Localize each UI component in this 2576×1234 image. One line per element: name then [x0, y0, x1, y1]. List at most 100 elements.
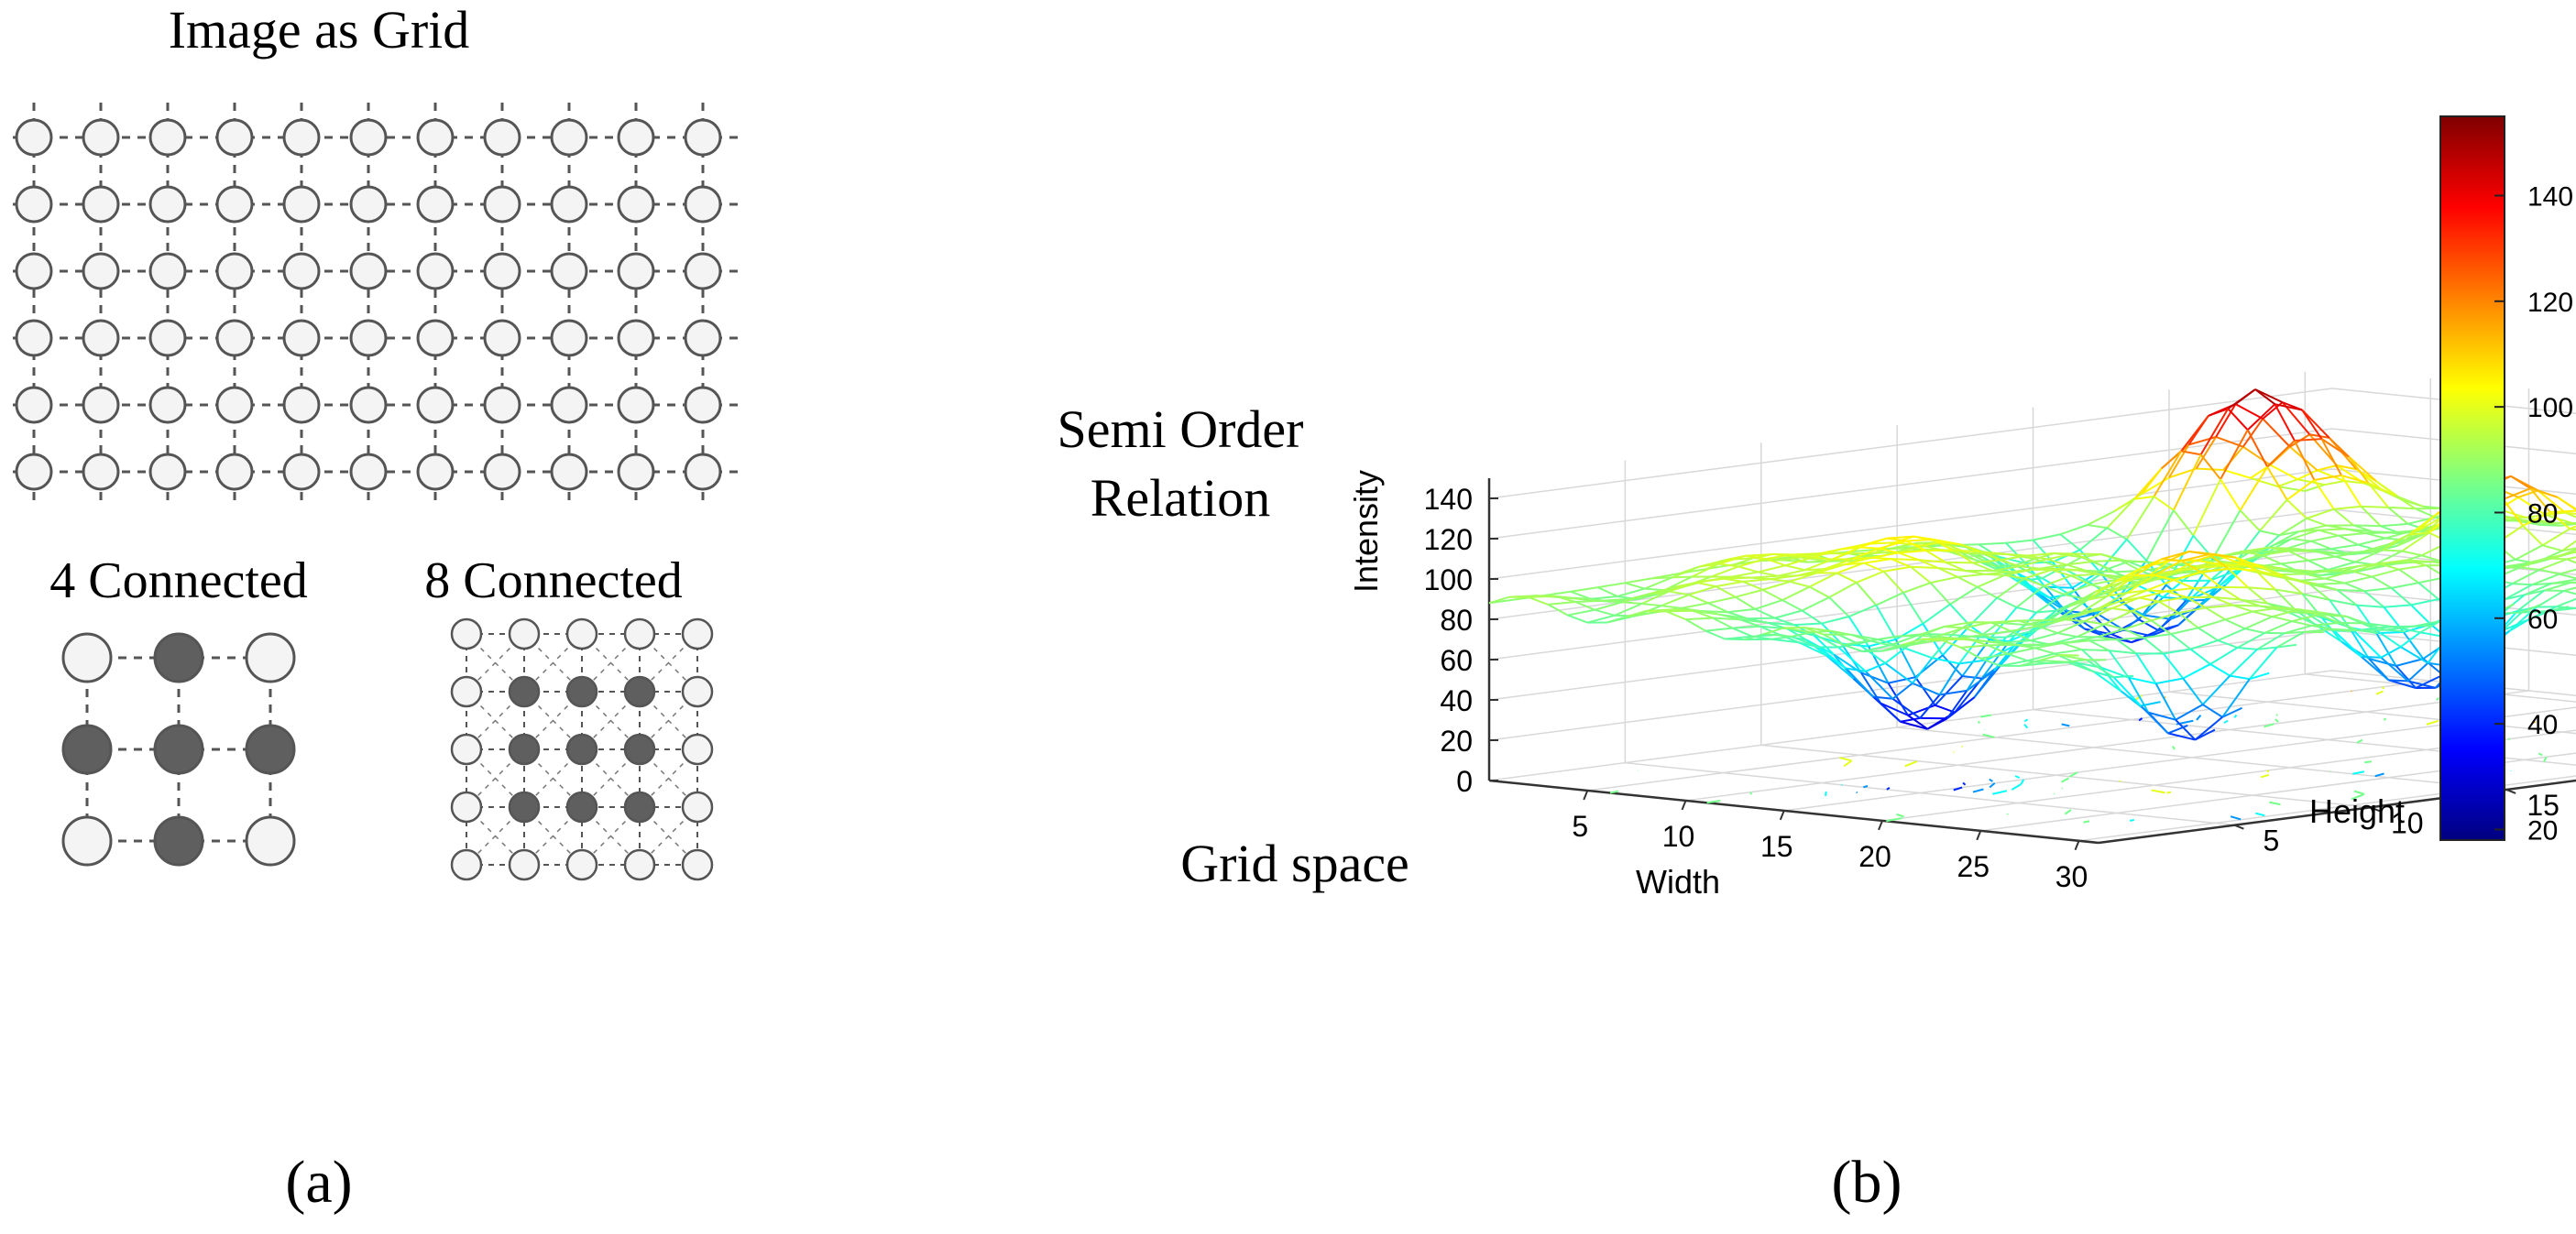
mesh-edge: [2180, 415, 2209, 453]
mesh-edge: [2177, 612, 2199, 629]
eight-connected-grid: [450, 617, 714, 881]
mesh-edge: [2023, 577, 2044, 587]
mesh-edge: [1759, 625, 1781, 636]
mesh-edge: [2363, 590, 2385, 608]
mesh-edge: [2235, 403, 2264, 420]
pixel-node: [550, 252, 588, 290]
mesh-edge: [2528, 610, 2549, 620]
mesh-edge: [1746, 554, 1766, 560]
mesh-edge: [2042, 577, 2070, 595]
contour-segment: [1886, 817, 1902, 823]
mesh-edge: [2320, 438, 2350, 458]
mesh-edge: [2517, 489, 2538, 498]
mesh-edge: [2077, 612, 2098, 619]
mesh-edge: [2056, 620, 2086, 634]
mesh-edge: [2130, 578, 2158, 589]
mesh-edge: [1767, 621, 1795, 627]
mesh-edge: [2154, 573, 2175, 582]
contour-segment: [1896, 813, 1904, 818]
mesh-edge: [2419, 620, 2441, 634]
pixel-node: [349, 386, 388, 424]
mesh-edge: [2022, 579, 2051, 599]
neighbor-node-filled: [565, 733, 598, 766]
panel-b-caption: (b): [1832, 1149, 1902, 1216]
semi-order-label-line2: Relation: [1091, 468, 1271, 528]
mesh-edge: [2205, 606, 2226, 621]
mesh-edge: [1823, 633, 1844, 646]
mesh-edge: [1743, 578, 1770, 583]
mesh-edge: [2344, 480, 2364, 485]
mesh-edge: [2407, 680, 2436, 689]
mesh-edge: [2529, 487, 2559, 498]
mesh-edge: [2079, 595, 2109, 615]
mesh-edge: [1685, 618, 1706, 632]
contour-segment: [1863, 785, 1869, 789]
mesh-edge: [1602, 599, 1623, 604]
mesh-edge: [1958, 659, 1987, 665]
mesh-edge: [2119, 589, 2147, 603]
mesh-edge: [1902, 638, 1923, 646]
mesh-edge: [1614, 603, 1643, 617]
mesh-edge: [2384, 530, 2413, 540]
mesh-edge: [2167, 732, 2196, 741]
pixel-node: [349, 185, 388, 224]
pixel-node: [148, 118, 187, 157]
mesh-edge: [1907, 704, 1935, 716]
neighbor-node-filled: [61, 724, 113, 775]
neighbor-node: [681, 617, 714, 650]
mesh-edge: [2106, 527, 2128, 541]
mesh-edge: [2340, 475, 2362, 508]
mesh-edge: [2365, 532, 2386, 540]
mesh-edge: [2209, 553, 2236, 559]
mesh-edge: [2247, 403, 2276, 431]
mesh-edge: [1858, 546, 1880, 550]
mesh-edge: [1905, 540, 1927, 551]
mesh-edge: [2565, 511, 2576, 515]
mesh-edge: [1649, 590, 1670, 595]
mesh-edge: [1860, 672, 1889, 684]
mesh-edge: [2000, 559, 2021, 568]
y-axis-line: [2098, 779, 2576, 845]
pixel-node: [416, 319, 455, 357]
mesh-edge: [1918, 559, 1946, 563]
pixel-node: [148, 252, 187, 290]
pixel-node: [215, 453, 254, 491]
mesh-edge: [2093, 671, 2122, 693]
mesh-edge: [1681, 602, 1709, 609]
mesh-edge: [1652, 576, 1672, 580]
mesh-edge: [2209, 663, 2231, 677]
mesh-edge: [2254, 388, 2284, 404]
mesh-edge: [1809, 585, 1830, 598]
mesh-edge: [1785, 564, 1805, 572]
mesh-edge: [1998, 555, 2026, 564]
mesh-edge: [2296, 469, 2318, 481]
mesh-edge: [1963, 621, 1991, 629]
mesh-edge: [1846, 667, 1866, 672]
z-axis-label: Intensity: [1347, 470, 1385, 593]
mesh-edge: [1918, 559, 1939, 569]
mesh-edge: [2039, 659, 2067, 663]
mesh-edge: [2022, 577, 2043, 582]
mesh-edge: [1968, 596, 1998, 627]
mesh-edge: [2131, 610, 2153, 622]
mesh-edge: [2116, 637, 2144, 641]
mesh-edge: [2224, 618, 2246, 630]
mesh-edge: [2368, 482, 2396, 497]
gridline-z: [1488, 428, 2576, 540]
gridline-height: [2032, 407, 2576, 766]
mesh-edge: [2173, 453, 2202, 511]
mesh-edge: [2140, 704, 2169, 735]
mesh-edge: [2005, 539, 2033, 544]
contour-segment: [2351, 793, 2364, 801]
pixel-node: [349, 453, 388, 491]
neighbor-node-filled: [508, 791, 541, 824]
pixel-node: [15, 319, 53, 357]
mesh-edge: [1983, 629, 2011, 637]
mesh-edge: [2034, 647, 2055, 655]
mesh-edge: [2351, 570, 2373, 578]
mesh-edge: [2276, 643, 2297, 649]
mesh-edge: [2282, 575, 2310, 585]
contour-segment: [2011, 783, 2022, 791]
mesh-edge: [2077, 623, 2105, 638]
mesh-edge: [1590, 595, 1618, 600]
